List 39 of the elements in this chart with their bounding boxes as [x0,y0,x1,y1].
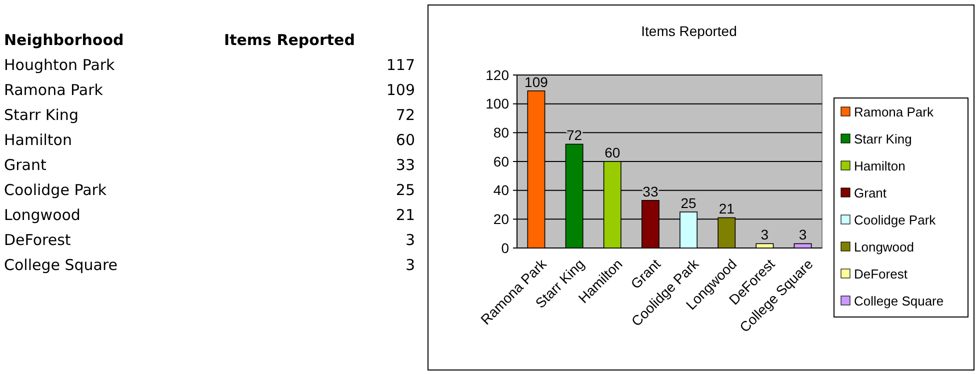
text: 109 [386,81,415,99]
legend-label: Ramona Park [854,104,934,120]
text: Ramona Park [4,81,104,99]
text: Longwood [4,206,80,224]
text: 117 [386,56,415,74]
text: 25 [396,181,415,199]
text: Coolidge Park [4,181,107,199]
legend-label: Starr King [854,132,912,147]
legend-label: Longwood [854,240,914,255]
legend-label: Hamilton [854,158,906,174]
data-label: 21 [718,200,735,217]
text: Grant [4,156,46,174]
text: Neighborhood [4,31,124,49]
text: Houghton Park [4,56,116,74]
text: 60 [396,131,415,149]
data-label: 109 [524,74,548,90]
text: DeForest [4,231,71,249]
data-label: 60 [604,144,620,160]
text: 21 [396,206,415,224]
text: 3 [405,231,415,249]
chart-title: Items Reported [641,23,737,39]
data-label: 3 [798,226,807,243]
text: 3 [405,256,415,274]
y-tick-label: 60 [493,153,510,170]
y-tick-label: 120 [486,66,510,83]
text: Items Reported [224,31,355,49]
y-tick-label: 80 [493,124,510,141]
text: Hamilton [4,131,72,149]
y-tick-label: 20 [493,211,510,228]
y-tick-label: 40 [493,182,510,198]
y-tick-label: 0 [501,240,510,256]
data-label: 3 [760,226,769,243]
text: Starr King [4,106,78,124]
legend-label: Coolidge Park [854,212,936,228]
text: 72 [396,106,415,124]
text: 33 [396,156,415,174]
legend-label: Grant [854,186,887,201]
data-label: 25 [680,194,697,211]
y-tick-label: 100 [486,96,510,112]
